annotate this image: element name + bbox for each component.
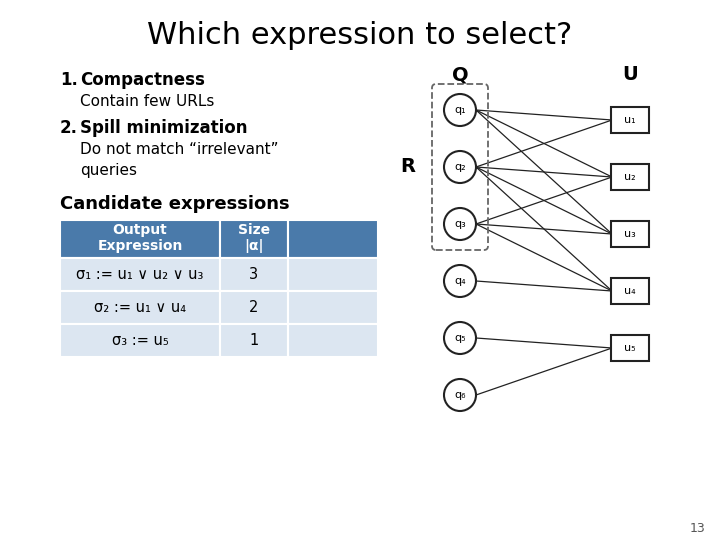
Text: Q: Q [451,65,468,84]
Text: u₄: u₄ [624,286,636,296]
FancyBboxPatch shape [220,324,288,357]
FancyBboxPatch shape [60,258,220,291]
Text: Contain few URLs: Contain few URLs [80,94,215,110]
FancyBboxPatch shape [288,291,378,324]
Text: σ₃ := u₅: σ₃ := u₅ [112,333,168,348]
Text: u₂: u₂ [624,172,636,182]
Text: 13: 13 [689,522,705,535]
FancyBboxPatch shape [611,107,649,133]
FancyBboxPatch shape [220,220,288,258]
Text: q₅: q₅ [454,333,466,343]
Text: q₃: q₃ [454,219,466,229]
Circle shape [444,208,476,240]
Text: σ₂ := u₁ ∨ u₄: σ₂ := u₁ ∨ u₄ [94,300,186,315]
Text: queries: queries [80,163,137,178]
FancyBboxPatch shape [288,220,378,258]
Circle shape [444,94,476,126]
FancyBboxPatch shape [611,221,649,247]
FancyBboxPatch shape [611,164,649,190]
Text: 3: 3 [249,267,258,282]
Circle shape [444,322,476,354]
Text: u₅: u₅ [624,343,636,353]
Text: q₂: q₂ [454,162,466,172]
Text: u₁: u₁ [624,115,636,125]
Text: Output: Output [112,223,167,237]
Text: Spill minimization: Spill minimization [80,119,248,137]
FancyBboxPatch shape [60,324,220,357]
Text: Candidate expressions: Candidate expressions [60,195,290,213]
Text: q₄: q₄ [454,276,466,286]
FancyBboxPatch shape [220,291,288,324]
Circle shape [444,265,476,297]
FancyBboxPatch shape [288,324,378,357]
Text: 1: 1 [249,333,258,348]
FancyBboxPatch shape [611,278,649,304]
Text: 2: 2 [249,300,258,315]
Text: R: R [400,158,415,177]
Text: Expression: Expression [97,239,183,253]
Text: Compactness: Compactness [80,71,205,89]
Text: q₁: q₁ [454,105,466,115]
Text: |α|: |α| [244,239,264,253]
FancyBboxPatch shape [60,220,220,258]
Circle shape [444,151,476,183]
Text: Which expression to select?: Which expression to select? [148,21,572,50]
Text: U: U [622,65,638,84]
Text: q₆: q₆ [454,390,466,400]
Text: 1.: 1. [60,71,78,89]
FancyBboxPatch shape [220,258,288,291]
Text: Size: Size [238,223,270,237]
Text: 2.: 2. [60,119,78,137]
FancyBboxPatch shape [60,291,220,324]
Circle shape [444,379,476,411]
Text: u₃: u₃ [624,229,636,239]
Text: Do not match “irrelevant”: Do not match “irrelevant” [80,143,279,158]
FancyBboxPatch shape [288,258,378,291]
Text: σ₁ := u₁ ∨ u₂ ∨ u₃: σ₁ := u₁ ∨ u₂ ∨ u₃ [76,267,204,282]
FancyBboxPatch shape [611,335,649,361]
